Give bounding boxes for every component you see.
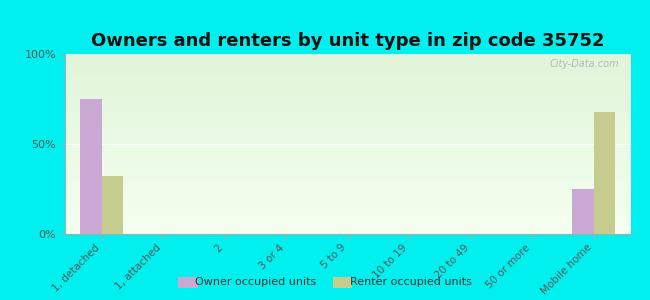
Bar: [572, 189, 593, 234]
Legend: Owner occupied units, Renter occupied units: Owner occupied units, Renter occupied un…: [174, 272, 476, 291]
Title: Owners and renters by unit type in zip code 35752: Owners and renters by unit type in zip c…: [91, 32, 604, 50]
Bar: [102, 176, 124, 234]
Bar: [81, 99, 102, 234]
Text: City-Data.com: City-Data.com: [549, 59, 619, 69]
Bar: [593, 112, 615, 234]
